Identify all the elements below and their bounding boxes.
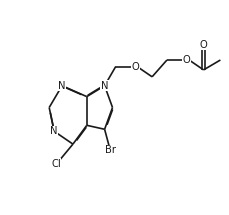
Text: O: O xyxy=(131,62,139,72)
Text: N: N xyxy=(50,126,58,136)
Text: N: N xyxy=(101,81,108,91)
Text: O: O xyxy=(183,55,191,65)
Text: Br: Br xyxy=(105,145,116,155)
Text: O: O xyxy=(200,40,207,50)
Text: Cl: Cl xyxy=(51,159,61,169)
Text: N: N xyxy=(58,81,66,91)
